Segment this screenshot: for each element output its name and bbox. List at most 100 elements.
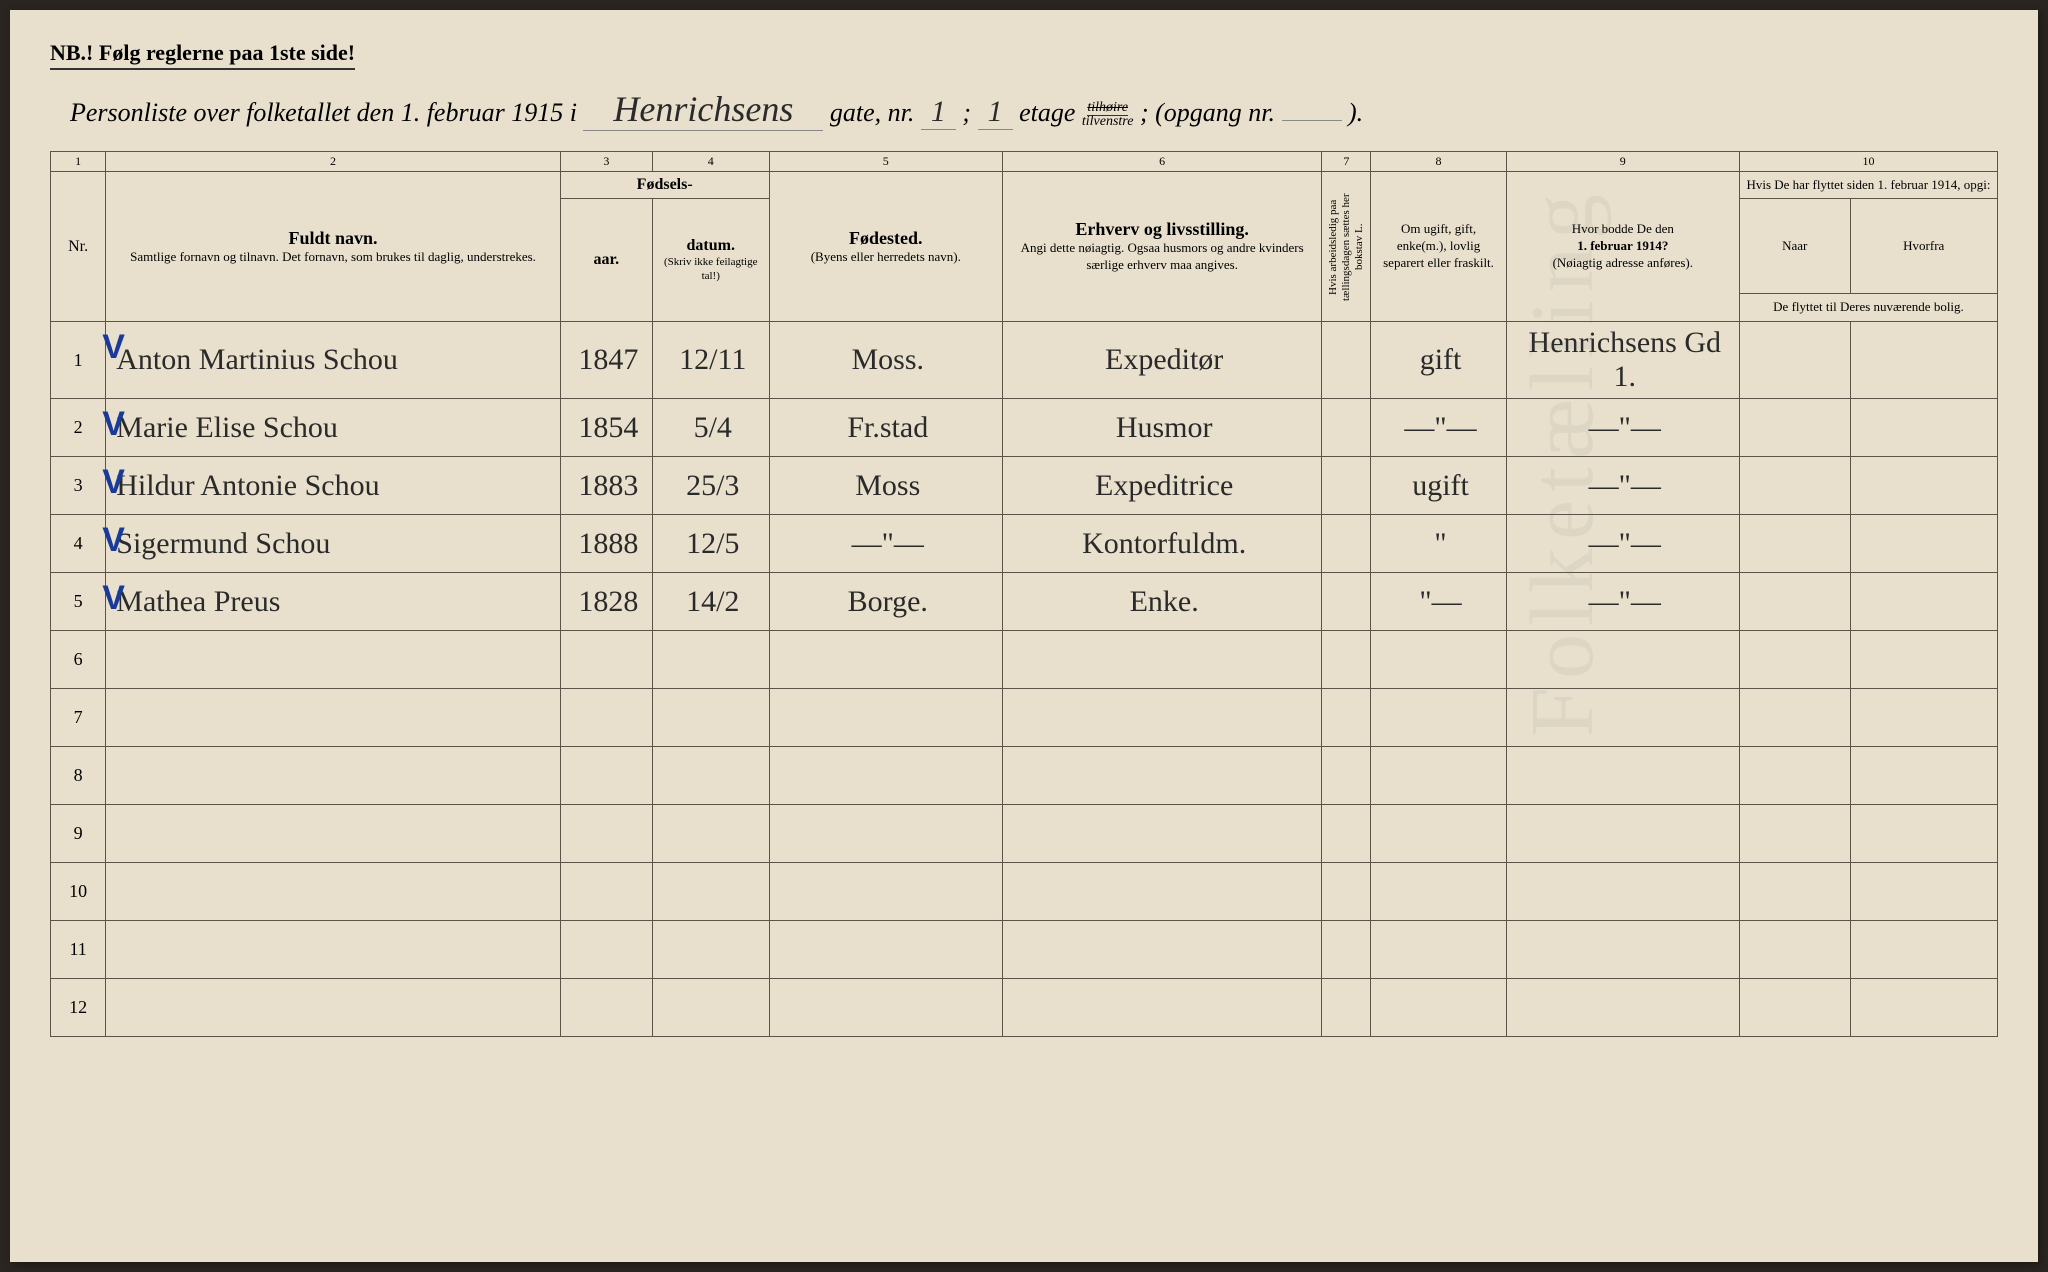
cell-place [769,863,1002,921]
name-text: Anton Martinius Schou [116,343,398,376]
table-row: 4VSigermund Schou188812/5—"—Kontorfuldm.… [51,515,1998,573]
hdr-name-main: Fuldt navn. [112,228,554,249]
cell-prev-addr [1506,747,1739,805]
cell-from [1850,631,1997,689]
hdr-nr: Nr. [51,172,106,322]
hdr-col10b: De flyttet til Deres nuværende bolig. [1739,294,1997,322]
hdr-datum-t: datum. [659,237,763,255]
cell-col7 [1322,573,1371,631]
cell-when [1739,573,1850,631]
cell-when [1739,322,1850,399]
hdr-col10a: Hvis De har flyttet siden 1. februar 191… [1739,172,1997,199]
table-header: 1 2 3 4 5 6 7 8 9 10 Nr. Fuldt navn. Sam… [51,152,1998,322]
cell-date [652,631,769,689]
cell-prev-addr [1506,979,1739,1037]
cell-occupation: Kontorfuldm. [1002,515,1321,573]
hdr-fodsels: Fødsels- [560,172,769,199]
hdr-erhverv-sub: Angi dette nøiagtig. Ogsaa husmors og an… [1009,240,1315,274]
cell-date [652,921,769,979]
hdr-col9c: (Nøiagtig adresse anføres). [1513,255,1733,272]
colnum-3: 3 [560,152,652,172]
table-row: 8 [51,747,1998,805]
colnum-10: 10 [1739,152,1997,172]
cell-occupation: Husmor [1002,399,1321,457]
colnum-5: 5 [769,152,1002,172]
cell-name [106,979,561,1037]
cell-place [769,805,1002,863]
table-row: 3VHildur Antonie Schou188325/3MossExpedi… [51,457,1998,515]
cell-col7 [1322,805,1371,863]
cell-prev-addr: —"— [1506,515,1739,573]
cell-marital: "— [1371,573,1506,631]
colnum-6: 6 [1002,152,1321,172]
colnum-2: 2 [106,152,561,172]
cell-prev-addr: —"— [1506,399,1739,457]
colnum-8: 8 [1371,152,1506,172]
table-row: 12 [51,979,1998,1037]
cell-name [106,805,561,863]
table-row: 10 [51,863,1998,921]
gate-nr: 1 [921,95,956,130]
hdr-erhverv: Erhverv og livsstilling. Angi dette nøia… [1002,172,1321,322]
colnum-4: 4 [652,152,769,172]
title-prefix: Personliste over folketallet den 1. febr… [70,98,577,127]
cell-col7 [1322,631,1371,689]
street-name: Henrichsens [583,88,823,131]
cell-col7 [1322,921,1371,979]
cell-col7 [1322,689,1371,747]
hdr-name-sub: Samtlige fornavn og tilnavn. Det fornavn… [112,249,554,266]
cell-place: Fr.stad [769,399,1002,457]
cell-from [1850,805,1997,863]
colnum-7: 7 [1322,152,1371,172]
row-number: 3 [51,457,106,515]
cell-when [1739,631,1850,689]
colnum-9: 9 [1506,152,1739,172]
name-text: Marie Elise Schou [116,411,338,444]
cell-date [652,747,769,805]
closing: ). [1348,98,1363,127]
opgang-label: ; (opgang nr. [1140,98,1275,127]
cell-date: 12/5 [652,515,769,573]
hdr-col7: Hvis arbeidsledig paa tællingsdagen sætt… [1322,172,1371,322]
cell-year [560,689,652,747]
hdr-skriv: (Skriv ikke feilagtige tal!) [659,255,763,284]
name-text: Mathea Preus [116,585,280,618]
hdr-col8: Om ugift, gift, enke(m.), lovlig separer… [1371,172,1506,322]
table-row: 6 [51,631,1998,689]
hdr-naar: Naar [1739,199,1850,294]
cell-from [1850,322,1997,399]
cell-name: VMathea Preus [106,573,561,631]
cell-name [106,921,561,979]
census-form-page: NB.! Følg reglerne paa 1ste side! Person… [10,10,2038,1262]
cell-year [560,631,652,689]
cell-from [1850,979,1997,1037]
row-number: 4 [51,515,106,573]
cell-from [1850,457,1997,515]
hdr-fodested-sub: (Byens eller herredets navn). [776,249,996,266]
cell-year [560,805,652,863]
hdr-aar-t: aar. [567,251,646,269]
cell-col7 [1322,979,1371,1037]
cell-prev-addr [1506,689,1739,747]
cell-marital [1371,747,1506,805]
cell-prev-addr [1506,921,1739,979]
hdr-erhverv-main: Erhverv og livsstilling. [1009,219,1315,240]
row-number: 9 [51,805,106,863]
hdr-datum: datum. (Skriv ikke feilagtige tal!) [652,199,769,322]
cell-occupation: Enke. [1002,573,1321,631]
row-number: 7 [51,689,106,747]
cell-prev-addr [1506,631,1739,689]
table-row: 9 [51,805,1998,863]
row-number: 8 [51,747,106,805]
cell-name [106,747,561,805]
row-number: 12 [51,979,106,1037]
row-number: 10 [51,863,106,921]
hdr-fodested: Fødested. (Byens eller herredets navn). [769,172,1002,322]
cell-occupation [1002,805,1321,863]
hdr-col9: Hvor bodde De den 1. februar 1914? (Nøia… [1506,172,1739,322]
cell-date [652,979,769,1037]
cell-place: Moss [769,457,1002,515]
cell-marital [1371,631,1506,689]
cell-place: Moss. [769,322,1002,399]
cell-date: 14/2 [652,573,769,631]
